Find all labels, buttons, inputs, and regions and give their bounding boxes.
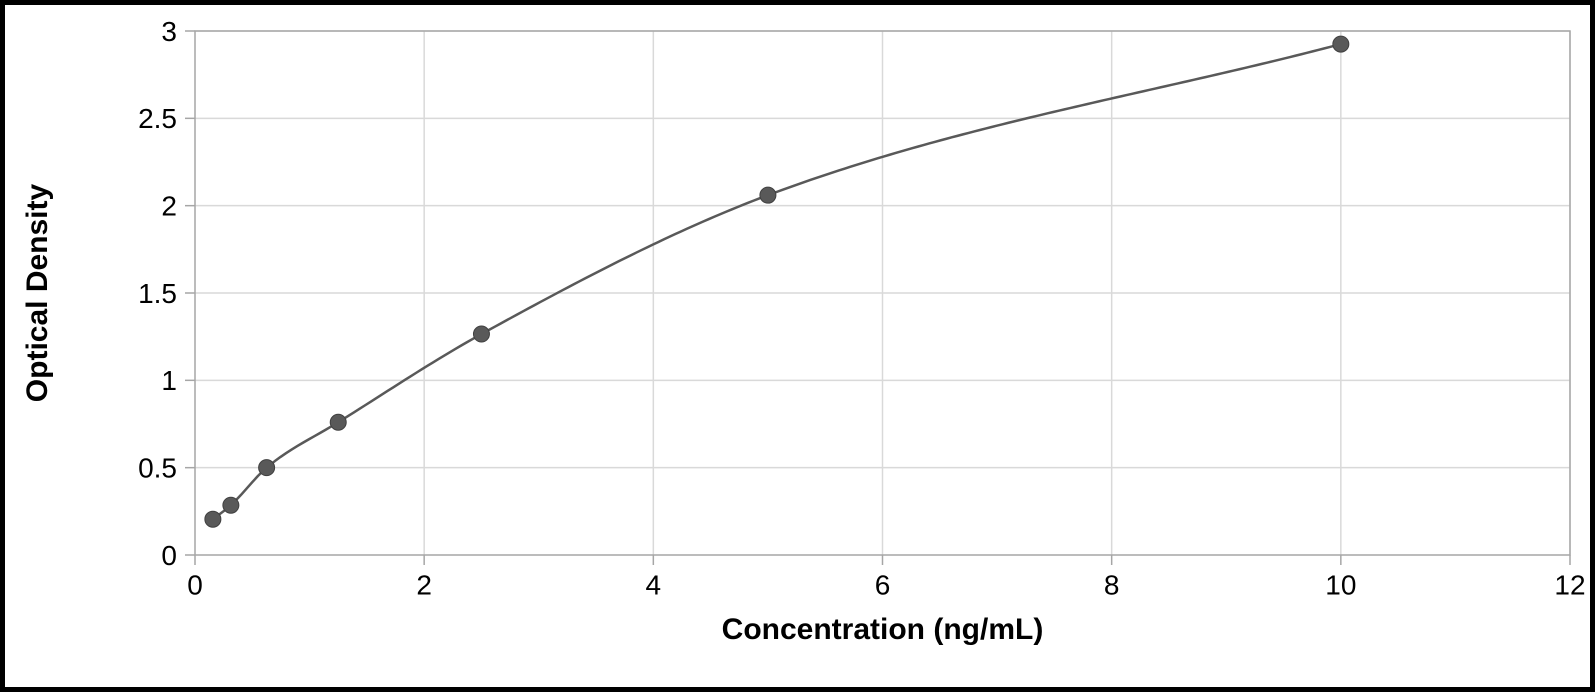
chart-frame: 0 2 4 6 8 10 12 0 0.5 1 1.5 2 2.5 3 Concentration (ng/… [0, 0, 1595, 692]
x-tick-label: 6 [875, 569, 891, 600]
data-point [223, 497, 239, 513]
y-tick-label: 2.5 [138, 103, 177, 134]
x-tick-label: 0 [187, 569, 203, 600]
y-axis-label: Optical Density [21, 183, 54, 402]
x-tick-label: 12 [1554, 569, 1585, 600]
chart-container: 0 2 4 6 8 10 12 0 0.5 1 1.5 2 2.5 3 Concentration (ng/… [5, 5, 1590, 687]
x-tick-label: 2 [416, 569, 432, 600]
x-axis-label: Concentration (ng/mL) [722, 613, 1044, 646]
data-point [1333, 36, 1349, 52]
data-point [473, 326, 489, 342]
chart-svg: 0 2 4 6 8 10 12 0 0.5 1 1.5 2 2.5 3 Concentration (ng/… [5, 5, 1590, 687]
x-tick-label: 8 [1104, 569, 1120, 600]
y-tick-label: 1 [161, 365, 177, 396]
data-point [205, 511, 221, 527]
data-point [760, 187, 776, 203]
x-tick-label: 10 [1325, 569, 1356, 600]
data-point [330, 414, 346, 430]
y-tick-label: 1.5 [138, 278, 177, 309]
y-tick-label: 0 [161, 540, 177, 571]
y-tick-label: 2 [161, 190, 177, 221]
y-tick-label: 3 [161, 16, 177, 47]
x-tick-label: 4 [646, 569, 662, 600]
y-tick-label: 0.5 [138, 452, 177, 483]
data-point [259, 460, 275, 476]
